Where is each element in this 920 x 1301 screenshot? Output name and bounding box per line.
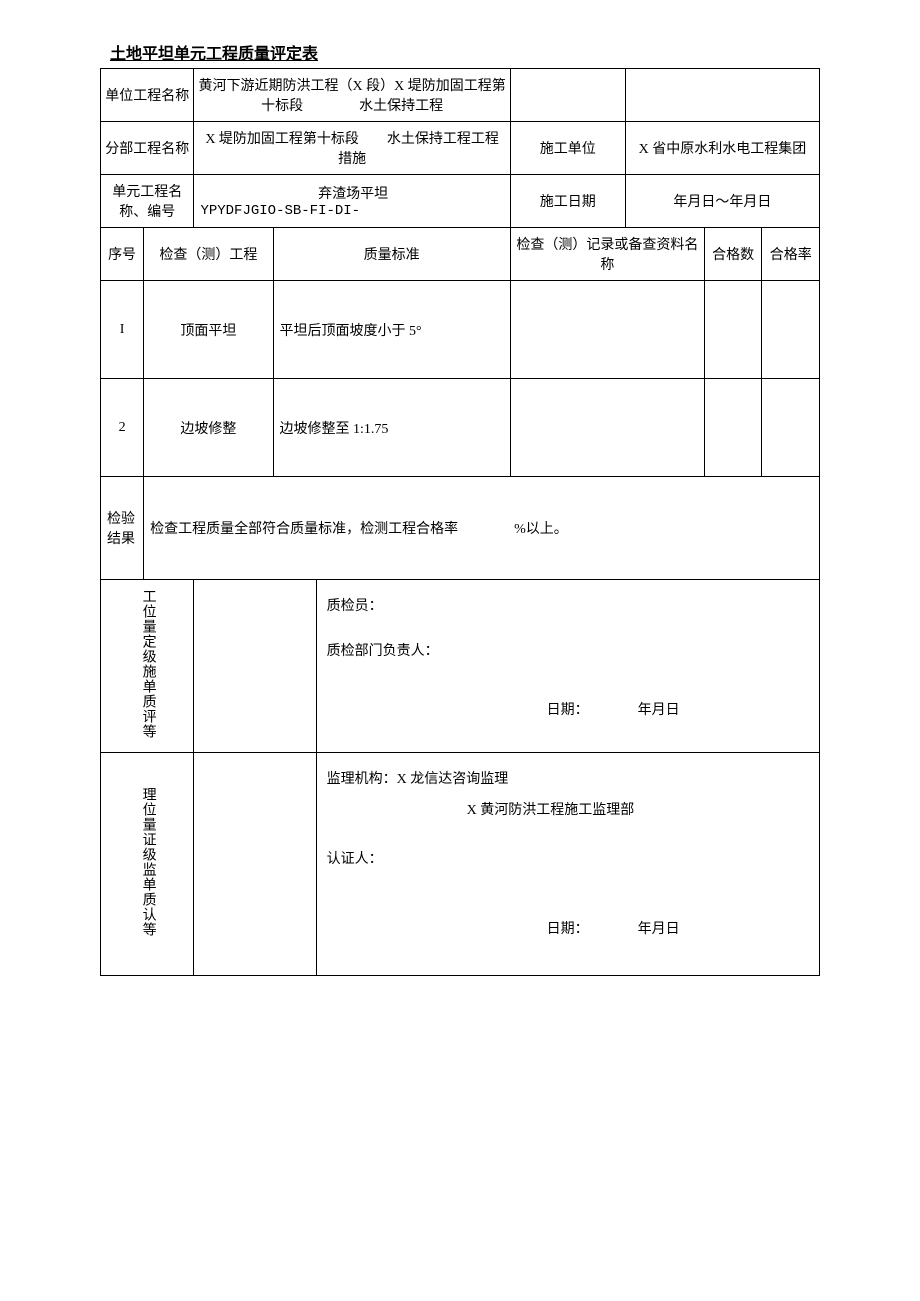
result-row: 检验结果 检查工程质量全部符合质量标准，检测工程合格率 %以上。 — [101, 477, 820, 580]
label-sub-project: 分部工程名称 — [101, 122, 194, 175]
label-result: 检验结果 — [101, 477, 144, 580]
table-row: 分部工程名称 X 堤防加固工程第十标段 水土保持工程工程措施 施工单位 X 省中… — [101, 122, 820, 175]
evaluation-table: 单位工程名称 黄河下游近期防洪工程（X 段）X 堤防加固工程第十标段 水土保持工… — [100, 68, 820, 976]
cell-count — [704, 379, 762, 477]
header-record: 检查（测）记录或备查资料名称 — [510, 228, 704, 281]
cell-record — [510, 379, 704, 477]
supervision-sig-content: 监理机构：X 龙信达咨询监理 X 黄河防洪工程施工监理部 认证人： 日期： 年月… — [316, 753, 819, 976]
header-pass-count: 合格数 — [704, 228, 762, 281]
cell-empty — [625, 69, 819, 122]
value-sub-project: X 堤防加固工程第十标段 水土保持工程工程措施 — [194, 122, 510, 175]
supervisor-org-line: 监理机构：X 龙信达咨询监理 — [327, 765, 809, 796]
label-construction-sig: 工位量定级施单质评等 — [101, 580, 194, 753]
construction-sig-content: 质检员： 质检部门负责人： 日期： 年月日 — [316, 580, 819, 753]
cell-std: 平坦后顶面坡度小于 5° — [273, 281, 510, 379]
label-supervision-sig: 理位量证级监单质认等 — [101, 753, 194, 976]
date-line: 日期： 年月日 — [327, 696, 809, 727]
inspector-line: 质检员： — [327, 592, 809, 623]
vertical-label: 理位量证级监单质认等 — [139, 787, 156, 937]
cell-std: 边坡修整至 1:1.75 — [273, 379, 510, 477]
header-std: 质量标准 — [273, 228, 510, 281]
signature-row-supervision: 理位量证级监单质认等 监理机构：X 龙信达咨询监理 X 黄河防洪工程施工监理部 … — [101, 753, 820, 976]
unit-code-text: YPYDFJGIO-SB-FI-DI- — [200, 203, 505, 219]
cell-empty — [194, 580, 316, 753]
label-unit-project: 单位工程名称 — [101, 69, 194, 122]
cell-item: 顶面平坦 — [144, 281, 273, 379]
label-unit-number: 单元工程名称、编号 — [101, 175, 194, 228]
label-contractor: 施工单位 — [510, 122, 625, 175]
cell-rate — [762, 379, 820, 477]
table-row: 单元工程名称、编号 弃渣场平坦 YPYDFJGIO-SB-FI-DI- 施工日期… — [101, 175, 820, 228]
dept-head-line: 质检部门负责人： — [327, 637, 809, 668]
cell-count — [704, 281, 762, 379]
label-construction-date: 施工日期 — [510, 175, 625, 228]
cell-record — [510, 281, 704, 379]
unit-name-text: 弃渣场平坦 — [200, 183, 505, 203]
header-item: 检查（测）工程 — [144, 228, 273, 281]
cell-empty — [194, 753, 316, 976]
value-result: 检查工程质量全部符合质量标准，检测工程合格率 %以上。 — [144, 477, 820, 580]
table-row: 2 边坡修整 边坡修整至 1:1.75 — [101, 379, 820, 477]
cell-item: 边坡修整 — [144, 379, 273, 477]
page-title: 土地平坦单元工程质量评定表 — [100, 40, 820, 64]
cell-seq: 2 — [101, 379, 144, 477]
header-seq: 序号 — [101, 228, 144, 281]
value-construction-date: 年月日～年月日 — [625, 175, 819, 228]
value-unit-project: 黄河下游近期防洪工程（X 段）X 堤防加固工程第十标段 水土保持工程 — [194, 69, 510, 122]
cell-empty — [510, 69, 625, 122]
supervisor-dept-line: X 黄河防洪工程施工监理部 — [327, 796, 809, 827]
vertical-label: 工位量定级施单质评等 — [139, 589, 156, 739]
table-header-row: 序号 检查（测）工程 质量标准 检查（测）记录或备查资料名称 合格数 合格率 — [101, 228, 820, 281]
header-pass-rate: 合格率 — [762, 228, 820, 281]
value-contractor: X 省中原水利水电工程集团 — [625, 122, 819, 175]
date-line: 日期： 年月日 — [327, 915, 809, 946]
certifier-line: 认证人： — [327, 845, 809, 876]
table-row: 单位工程名称 黄河下游近期防洪工程（X 段）X 堤防加固工程第十标段 水土保持工… — [101, 69, 820, 122]
table-row: I 顶面平坦 平坦后顶面坡度小于 5° — [101, 281, 820, 379]
value-unit-number: 弃渣场平坦 YPYDFJGIO-SB-FI-DI- — [194, 175, 510, 228]
cell-rate — [762, 281, 820, 379]
cell-seq: I — [101, 281, 144, 379]
signature-row-construction: 工位量定级施单质评等 质检员： 质检部门负责人： 日期： 年月日 — [101, 580, 820, 753]
